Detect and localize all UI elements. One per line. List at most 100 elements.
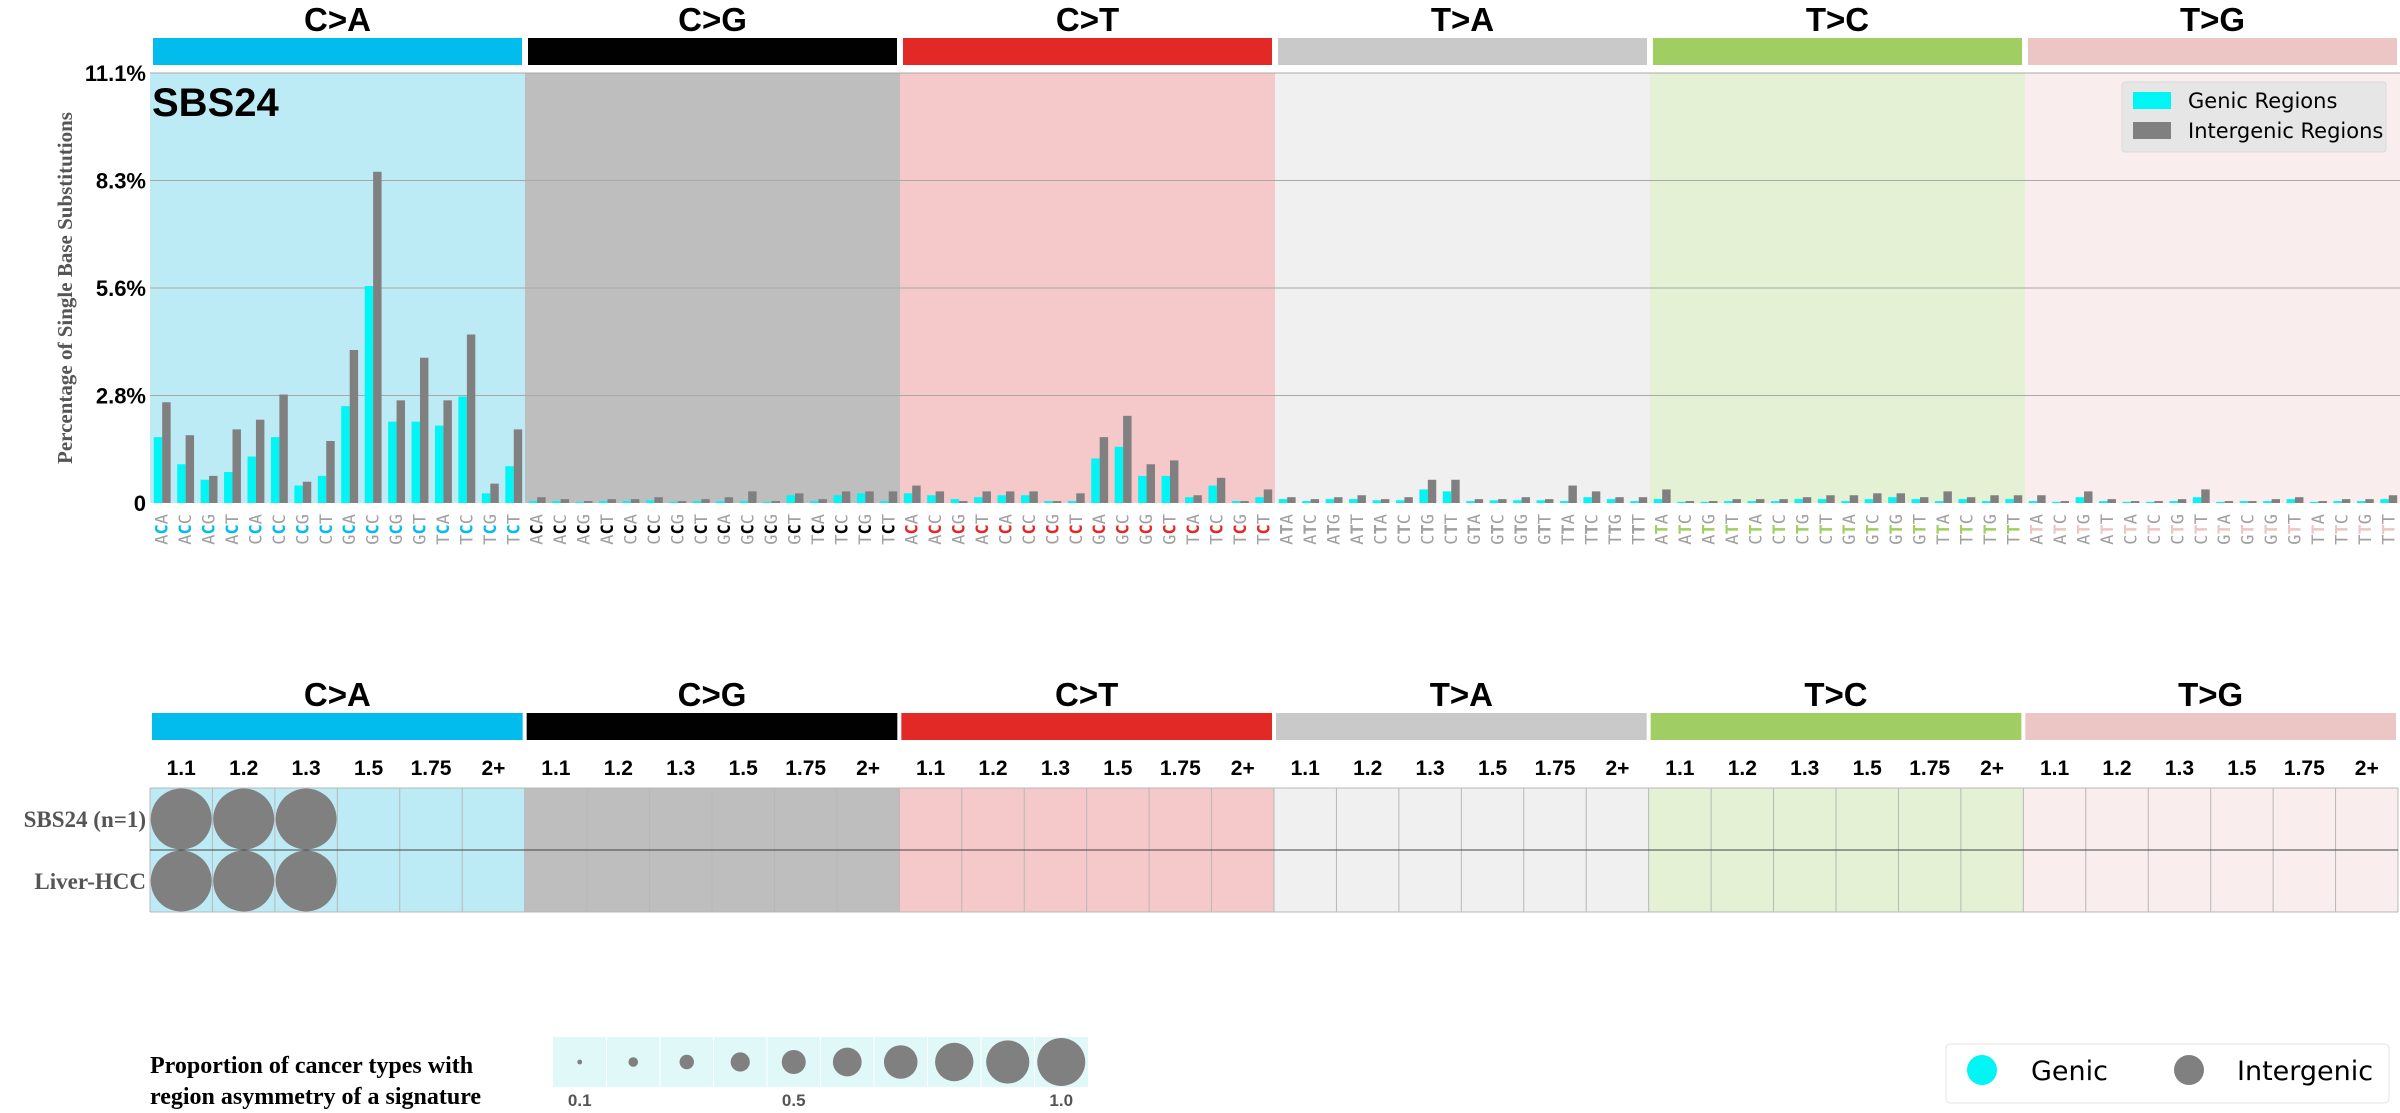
bar-genic [599, 501, 608, 503]
heatmap-column-label-t-c-1-1: 1.1 [1665, 757, 1695, 780]
heatmap-strip-c-g [526, 713, 898, 740]
bar-intergenic [1380, 499, 1390, 503]
x-tick-label-t-a-att: ATT [1348, 514, 1368, 545]
bar-genic [247, 456, 256, 503]
bar-intergenic [771, 501, 780, 503]
bar-intergenic [2365, 499, 2374, 503]
bar-genic [317, 475, 327, 503]
bar-genic [153, 437, 163, 503]
x-tick-label-t-c-tta: TTA [1934, 514, 1954, 545]
class-strip-t-a [1278, 38, 1647, 65]
circle-heatmap: C>A 1.1 1.2 1.3 1.5 1.75 2+ C>G 1.1 1.2 1.3 1.5 1.75… [24, 676, 2399, 913]
bar-intergenic [326, 441, 335, 503]
bar-intergenic [2154, 501, 2163, 503]
bar-intergenic [912, 485, 921, 503]
bar-intergenic [1240, 501, 1249, 503]
heatmap-column-label-c-g-1-2: 1.2 [604, 757, 633, 780]
bar-genic [1161, 475, 1170, 503]
bar-genic [1888, 497, 1897, 503]
bar-genic [2122, 501, 2131, 503]
heatmap-column-label-c-t-2: 2+ [1231, 757, 1255, 780]
heatmap-header-c-t: C>T [1055, 676, 1118, 713]
bar-genic [1677, 501, 1686, 503]
bar-genic [411, 421, 420, 503]
heatmap-column-label-t-a-1-5: 1.5 [1478, 757, 1508, 780]
bar-intergenic [1545, 499, 1554, 503]
x-tick-label-t-g-cta: CTA [2121, 514, 2141, 545]
heatmap-strip-t-c [1650, 713, 2022, 740]
x-tick-label-c-g-gcc: GCC [739, 514, 759, 545]
y-tick-label: 8.3% [96, 169, 146, 194]
bar-genic [1911, 499, 1920, 503]
bar-intergenic [724, 497, 734, 503]
bar-genic [1067, 501, 1077, 503]
bar-genic [1935, 501, 1944, 503]
bar-genic [763, 501, 772, 503]
x-tick-label-t-g-gta: GTA [2215, 514, 2235, 545]
x-tick-label-t-c-gtt: GTT [1911, 514, 1931, 545]
x-tick-label-t-c-gta: GTA [1840, 514, 1860, 545]
x-tick-label-t-g-gtg: GTG [2262, 514, 2282, 545]
x-tick-label-t-g-ctg: CTG [2168, 514, 2188, 545]
x-tick-label-t-g-ttg: TTG [2356, 514, 2376, 545]
x-tick-label-t-g-gtc: GTC [2239, 514, 2259, 545]
bar-intergenic [302, 481, 312, 503]
x-tick-label-c-g-gcg: GCG [762, 514, 782, 545]
x-tick-label-c-t-act: ACT [973, 514, 993, 545]
bar-genic [2239, 501, 2249, 503]
bar-genic [927, 495, 936, 503]
bar-genic [974, 497, 983, 503]
bar-genic [177, 464, 186, 503]
heatmap-circle-sbs24-n-1 [213, 788, 275, 850]
x-tick-label-c-t-acc: ACC [926, 514, 946, 545]
bar-genic [1091, 458, 1100, 503]
bar-genic [552, 501, 561, 503]
class-strip-c-a [153, 38, 522, 65]
size-scale-circle [986, 1040, 1030, 1084]
x-tick-label-t-g-ttc: TTC [2332, 514, 2352, 545]
bar-intergenic [701, 499, 710, 503]
bar-intergenic [1990, 495, 1999, 503]
bar-genic [1841, 501, 1850, 503]
bar-intergenic [1123, 415, 1132, 503]
bar-intergenic [2201, 489, 2210, 503]
bar-intergenic [2295, 497, 2304, 503]
bar-intergenic [1638, 497, 1648, 503]
bar-genic [2169, 501, 2178, 503]
bar-genic [270, 437, 280, 503]
heatmap-row-label-liver-hcc: Liver-HCC [34, 869, 146, 894]
legend-box [2121, 81, 2387, 153]
heatmap-column-label-c-t-1-5: 1.5 [1103, 757, 1133, 780]
x-tick-label-c-t-cca: CCA [996, 514, 1016, 545]
heatmap-column-label-c-a-1-3: 1.3 [292, 757, 321, 780]
bar-genic [1349, 499, 1358, 503]
x-tick-label-t-g-att: ATT [2098, 514, 2118, 545]
bar-intergenic [982, 491, 991, 503]
heatmap-column-label-t-c-1-75: 1.75 [1909, 757, 1950, 780]
bar-genic [1114, 446, 1124, 503]
bar-intergenic [2271, 499, 2280, 503]
bar-intergenic [1146, 464, 1155, 503]
bar-genic [481, 493, 491, 503]
heatmap-header-t-a: T>A [1430, 676, 1493, 713]
x-tick-label-t-a-ctg: CTG [1418, 514, 1438, 545]
bar-genic [739, 501, 749, 503]
bar-intergenic [1287, 497, 1296, 503]
heatmap-strip-c-t [901, 713, 1272, 740]
bar-genic [1583, 497, 1592, 503]
x-tick-label-c-t-cct: CCT [1067, 514, 1087, 545]
bar-intergenic [396, 400, 405, 503]
legend-label-intergenic: Intergenic Regions [2188, 119, 2383, 143]
bar-genic [388, 421, 397, 503]
size-scale-circle [781, 1050, 806, 1074]
heatmap-header-c-g: C>G [678, 676, 747, 713]
bar-intergenic [2130, 501, 2140, 503]
x-tick-label-c-t-gcc: GCC [1114, 514, 1134, 545]
bar-genic [1231, 501, 1241, 503]
bar-genic [2263, 501, 2272, 503]
x-tick-label-t-c-ata: ATA [1653, 514, 1673, 545]
bar-intergenic [2248, 501, 2257, 503]
size-scale-circle [628, 1057, 639, 1067]
heatmap-column-label-c-g-1-1: 1.1 [541, 757, 571, 780]
